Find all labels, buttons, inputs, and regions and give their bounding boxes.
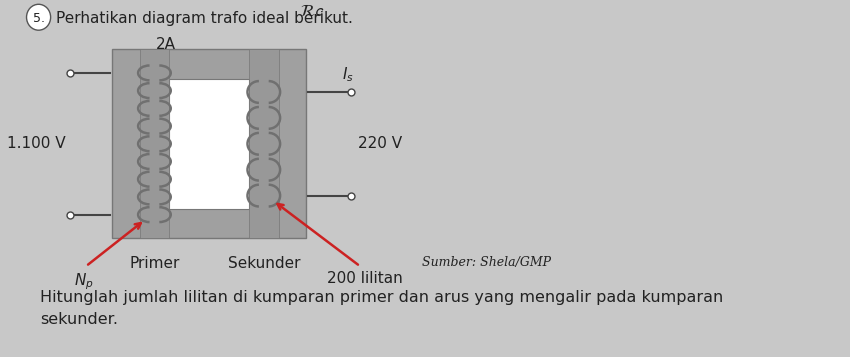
- Text: sekunder.: sekunder.: [41, 312, 118, 327]
- Bar: [139, 49, 169, 238]
- Text: 2A: 2A: [156, 37, 176, 52]
- Text: 200 lilitan: 200 lilitan: [327, 271, 403, 286]
- Circle shape: [26, 4, 51, 30]
- Text: Sumber: Shela/GMP: Sumber: Shela/GMP: [422, 256, 552, 270]
- Text: $I_s$: $I_s$: [342, 65, 354, 84]
- Text: Hitunglah jumlah lilitan di kumparan primer dan arus yang mengalir pada kumparan: Hitunglah jumlah lilitan di kumparan pri…: [41, 290, 723, 305]
- Text: Perhatikan diagram trafo ideal berikut.: Perhatikan diagram trafo ideal berikut.: [56, 11, 353, 26]
- Text: Primer: Primer: [129, 256, 179, 271]
- Bar: [249, 49, 279, 238]
- Text: $N_p$: $N_p$: [74, 271, 94, 292]
- Text: 5.: 5.: [32, 12, 44, 25]
- Bar: [169, 79, 249, 208]
- Bar: [112, 49, 307, 238]
- Text: 1.100 V: 1.100 V: [7, 136, 65, 151]
- Text: Sekunder: Sekunder: [228, 256, 300, 271]
- Text: $\mathcal{Rc}$: $\mathcal{Rc}$: [300, 2, 325, 20]
- Text: 220 V: 220 V: [359, 136, 402, 151]
